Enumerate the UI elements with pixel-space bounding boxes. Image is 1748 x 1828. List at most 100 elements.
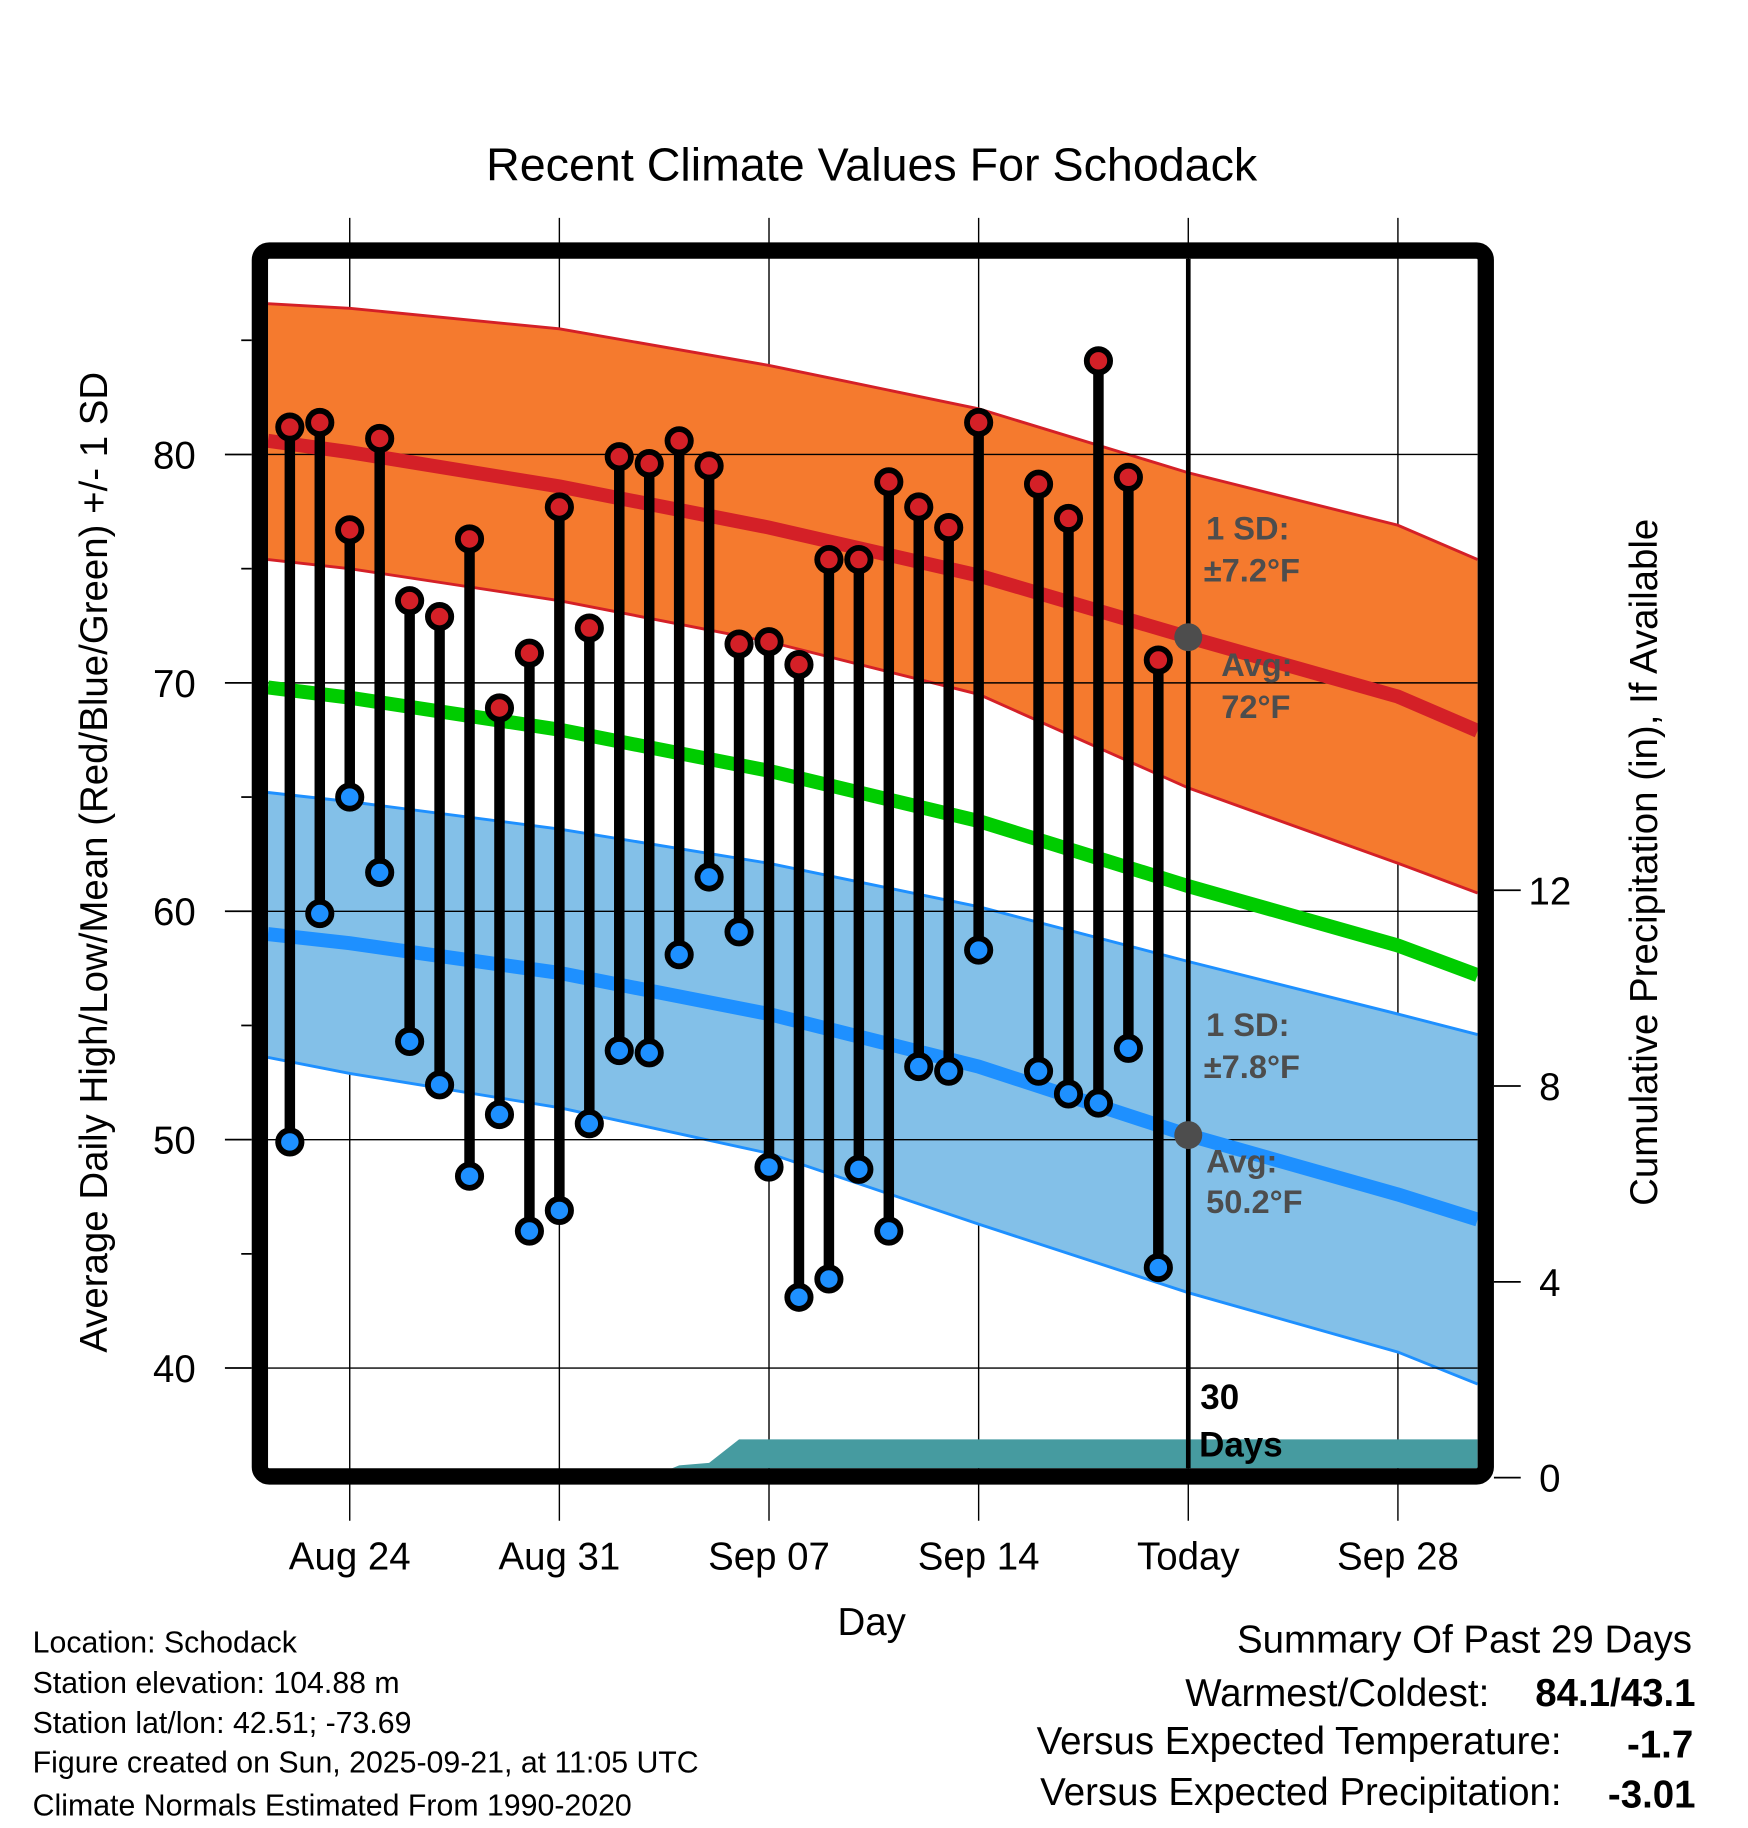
low-point bbox=[694, 862, 724, 892]
warm-cold-value: 84.1/43.1 bbox=[1535, 1672, 1695, 1715]
low-point bbox=[305, 898, 335, 929]
high-point bbox=[425, 602, 455, 632]
high-avg-label: Avg: bbox=[1221, 646, 1292, 683]
temp-label: Versus Expected Temperature: bbox=[1037, 1720, 1562, 1763]
high-sd-label: 1 SD: bbox=[1206, 510, 1289, 547]
low-point bbox=[335, 782, 365, 812]
low-point bbox=[874, 1216, 904, 1246]
observation-day bbox=[1023, 469, 1054, 1086]
y-axis-label: Average Daily High/Low/Mean (Red/Blue/Gr… bbox=[73, 372, 116, 1353]
low-sd-band bbox=[268, 792, 1478, 1385]
observation-day bbox=[425, 602, 455, 1100]
days-label: Days bbox=[1199, 1426, 1283, 1465]
high-point bbox=[934, 512, 964, 543]
high-avg-value: 72°F bbox=[1221, 688, 1290, 725]
high-point bbox=[1023, 469, 1054, 499]
observation-day bbox=[1083, 346, 1114, 1118]
low-point bbox=[514, 1216, 544, 1246]
x-tick-label: Sep 14 bbox=[918, 1536, 1040, 1579]
observation-day bbox=[784, 650, 814, 1312]
low-normal-line bbox=[268, 927, 1478, 1227]
observation-day bbox=[814, 544, 844, 1294]
low-point bbox=[425, 1070, 455, 1100]
observation-day bbox=[395, 586, 425, 1057]
footer-normals: Climate Normals Estimated From 1990-2020 bbox=[33, 1790, 632, 1823]
high-point bbox=[395, 586, 425, 616]
low-point bbox=[454, 1161, 485, 1191]
low-point bbox=[395, 1026, 425, 1057]
low-point bbox=[1113, 1033, 1143, 1063]
observation-day bbox=[454, 524, 485, 1191]
high-point bbox=[335, 515, 365, 545]
low-point bbox=[664, 940, 694, 970]
observation-day bbox=[275, 412, 305, 1157]
precip-label: Versus Expected Precipitation: bbox=[1040, 1771, 1561, 1814]
low-point bbox=[1053, 1079, 1084, 1109]
temp-departure-value: -1.7 bbox=[1627, 1723, 1693, 1766]
x-tick-label: Aug 24 bbox=[289, 1536, 411, 1579]
observation-day bbox=[1053, 503, 1084, 1109]
high-point bbox=[814, 544, 844, 575]
low-point bbox=[275, 1127, 305, 1157]
y-tick-label: 70 bbox=[153, 663, 196, 706]
today-low-avg-dot bbox=[1174, 1121, 1203, 1150]
observation-day bbox=[604, 442, 634, 1066]
low-sd-value: ±7.8°F bbox=[1204, 1048, 1300, 1085]
footer-created: Figure created on Sun, 2025-09-21, at 11… bbox=[33, 1746, 699, 1779]
observation-day bbox=[724, 629, 754, 947]
high-point bbox=[454, 524, 485, 554]
observation-day bbox=[694, 451, 724, 892]
low-point bbox=[365, 857, 395, 888]
footer-info: Location: Schodack Station elevation: 10… bbox=[33, 1626, 699, 1822]
precip-area bbox=[672, 1439, 1478, 1469]
x-tick-label: Sep 07 bbox=[708, 1536, 830, 1579]
low-point bbox=[724, 917, 754, 947]
observation-day bbox=[964, 407, 994, 965]
precip-departure-value: -3.01 bbox=[1608, 1773, 1696, 1816]
x-axis-label: Day bbox=[837, 1601, 906, 1644]
high-point bbox=[514, 638, 544, 668]
high-point bbox=[634, 449, 664, 479]
low-point bbox=[754, 1152, 784, 1182]
y2-tick-label: 8 bbox=[1539, 1066, 1560, 1109]
low-sd-lower-line bbox=[268, 1056, 1478, 1386]
high-point bbox=[365, 423, 395, 454]
axes: 40 50 60 70 80 0 4 8 12 Aug 24 Aug 31 Sep 07 Sep 14 T… bbox=[153, 339, 1571, 1579]
observation-day bbox=[514, 638, 544, 1246]
low-point bbox=[604, 1036, 634, 1066]
observation-day bbox=[305, 407, 335, 929]
low-point bbox=[1023, 1056, 1054, 1086]
y2-axis-label: Cumulative Precipitation (in), If Availa… bbox=[1623, 519, 1666, 1206]
low-point bbox=[544, 1195, 574, 1226]
high-point bbox=[544, 492, 574, 522]
low-point bbox=[844, 1154, 874, 1184]
low-avg-value: 50.2°F bbox=[1206, 1183, 1302, 1220]
low-point bbox=[784, 1282, 814, 1312]
x-tick-label: Aug 31 bbox=[498, 1536, 620, 1579]
high-point bbox=[784, 650, 814, 680]
high-point bbox=[574, 613, 604, 643]
low-avg-label: Avg: bbox=[1206, 1142, 1277, 1179]
high-point bbox=[604, 442, 634, 472]
footer-location: Location: Schodack bbox=[33, 1626, 298, 1659]
y2-tick-label: 0 bbox=[1539, 1458, 1560, 1501]
observation-day bbox=[664, 426, 694, 970]
summary-panel: Summary Of Past 29 Days Warmest/Coldest:… bbox=[1037, 1618, 1696, 1816]
low-point bbox=[484, 1099, 515, 1130]
observation-day bbox=[634, 449, 664, 1068]
observation-day bbox=[484, 693, 515, 1130]
observation-day bbox=[544, 492, 574, 1226]
observation-day bbox=[874, 467, 904, 1246]
days-count: 30 bbox=[1200, 1378, 1239, 1417]
observation-day bbox=[934, 512, 964, 1086]
y-tick-label: 50 bbox=[153, 1120, 196, 1163]
observation-day bbox=[1143, 645, 1173, 1283]
y2-tick-label: 12 bbox=[1528, 870, 1571, 913]
y-tick-label: 60 bbox=[153, 891, 196, 934]
low-point bbox=[1143, 1252, 1173, 1283]
y2-tick-label: 4 bbox=[1539, 1262, 1560, 1305]
chart-title: Recent Climate Values For Schodack bbox=[486, 139, 1258, 191]
high-sd-band bbox=[268, 303, 1478, 893]
high-point bbox=[275, 412, 305, 442]
high-point bbox=[754, 627, 784, 657]
